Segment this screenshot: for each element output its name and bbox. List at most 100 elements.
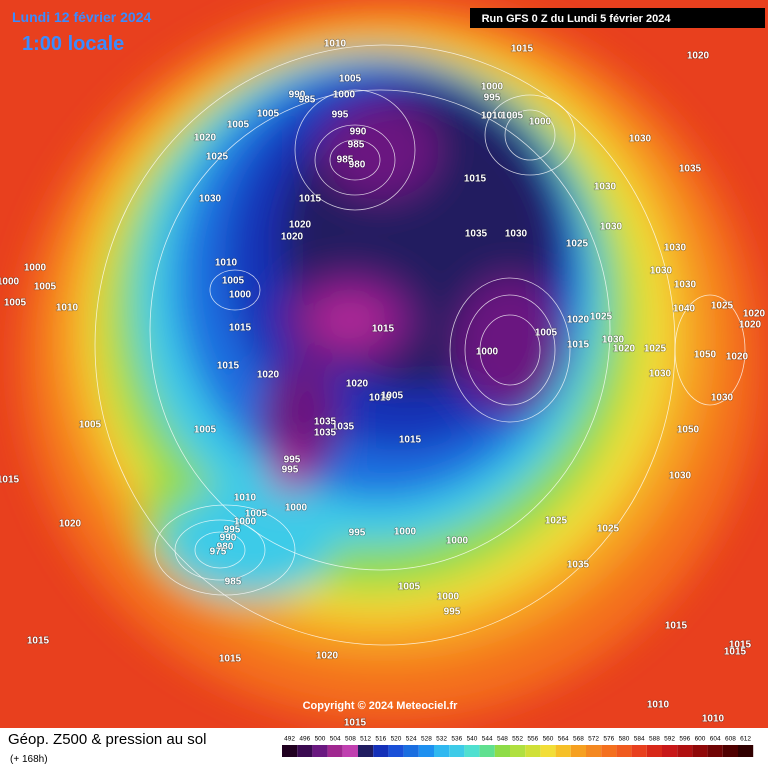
pressure-label: 1010: [481, 111, 504, 122]
scale-swatch: [282, 745, 298, 757]
pressure-label: 1025: [545, 516, 568, 527]
scale-swatch: [449, 745, 465, 757]
scale-swatch: [358, 745, 374, 757]
pressure-label: 1015: [567, 340, 590, 351]
pressure-label: 1025: [644, 344, 667, 355]
pressure-label: 1015: [217, 361, 240, 372]
scale-swatch: [373, 745, 389, 757]
scale-label: 528: [421, 736, 432, 743]
pressure-label: 995: [224, 525, 241, 536]
scale-swatch: [312, 745, 328, 757]
pressure-label: 985: [225, 577, 242, 588]
scale-swatch: [601, 745, 617, 757]
pressure-label: 1000: [437, 592, 460, 603]
pressure-label: 1050: [694, 350, 717, 361]
pressure-label: 985: [348, 140, 365, 151]
pressure-label: 1020: [743, 309, 766, 320]
scale-label: 592: [664, 736, 675, 743]
pressure-label: 1010: [56, 303, 79, 314]
pressure-label: 1005: [245, 509, 268, 520]
pressure-label: 1020: [281, 232, 304, 243]
scale-swatch: [342, 745, 358, 757]
scale-label: 524: [406, 736, 417, 743]
scale-swatch: [722, 745, 738, 757]
pressure-label: 1000: [476, 347, 499, 358]
scale-swatch: [540, 745, 556, 757]
time: 1:00 locale: [22, 33, 124, 55]
scale-swatch: [677, 745, 693, 757]
pressure-label: 1020: [316, 651, 339, 662]
scale-swatch: [586, 745, 602, 757]
pressure-label: 990: [350, 127, 367, 138]
pressure-label: 1015: [399, 435, 422, 446]
pressure-label: 995: [332, 110, 349, 121]
scale-label: 584: [634, 736, 645, 743]
pressure-label: 1035: [314, 428, 337, 439]
pressure-label: 1005: [194, 425, 217, 436]
scale-label: 556: [527, 736, 538, 743]
pressure-label: 995: [349, 528, 366, 539]
scale-swatch: [418, 745, 434, 757]
footer-title: Géop. Z500 & pression au sol: [8, 731, 206, 748]
pressure-label: 1005: [222, 276, 245, 287]
pressure-label: 995: [282, 465, 299, 476]
pressure-label: 1005: [398, 582, 421, 593]
pressure-label: 1035: [314, 417, 337, 428]
pressure-label: 1020: [59, 519, 82, 530]
scale-label: 540: [467, 736, 478, 743]
scale-swatch: [707, 745, 723, 757]
scale-swatch: [570, 745, 586, 757]
pressure-label: 1025: [590, 312, 613, 323]
pressure-label: 1025: [597, 524, 620, 535]
scale-swatch: [738, 745, 754, 757]
pressure-label: 1030: [199, 194, 222, 205]
scale-label: 548: [497, 736, 508, 743]
pressure-label: 1015: [0, 475, 20, 486]
scale-label: 596: [679, 736, 690, 743]
pressure-label: 1005: [34, 282, 57, 293]
pressure-label: 1050: [677, 425, 700, 436]
scale-label: 532: [436, 736, 447, 743]
isobars: [94, 44, 746, 646]
pressure-label: 1020: [289, 220, 312, 231]
geopotential-field: [0, 0, 768, 728]
pressure-label: 1000: [394, 527, 417, 538]
pressure-label: 1000: [229, 290, 252, 301]
pressure-label: 1030: [664, 243, 687, 254]
scale-label: 512: [360, 736, 371, 743]
pressure-label: 1010: [234, 493, 257, 504]
pressure-label: 1010: [369, 393, 392, 404]
scale-swatch: [631, 745, 647, 757]
pressure-label: 1035: [465, 229, 488, 240]
color-scale: 492 496 500 504 508 512 516 520 524 528 532 536 540 5…: [282, 736, 754, 757]
pressure-label: 995: [284, 455, 301, 466]
scale-label: 544: [482, 736, 493, 743]
scale-label: 572: [588, 736, 599, 743]
pressure-label: 1005: [257, 109, 280, 120]
scale-label: 576: [603, 736, 614, 743]
scale-label: 520: [391, 736, 402, 743]
scale-label: 600: [695, 736, 706, 743]
scale-label: 536: [451, 736, 462, 743]
scale-swatch: [403, 745, 419, 757]
scale-swatch: [510, 745, 526, 757]
pressure-label: 1015: [344, 718, 367, 729]
pressure-label: 1015: [665, 621, 688, 632]
pressure-label: 1015: [464, 174, 487, 185]
scale-swatch: [616, 745, 632, 757]
pressure-label: 1000: [333, 90, 356, 101]
pressure-label: 1020: [726, 352, 749, 363]
scale-label: 568: [573, 736, 584, 743]
pressure-label: 1015: [219, 654, 242, 665]
pressure-label: 1020: [687, 51, 710, 62]
pressure-label: 1005: [381, 391, 404, 402]
run-info: Run GFS 0 Z du Lundi 5 février 2024: [482, 13, 672, 25]
pressure-label: 1040: [673, 304, 696, 315]
pressure-label: 1005: [501, 111, 524, 122]
scale-label: 492: [284, 736, 295, 743]
scale-swatch: [555, 745, 571, 757]
pressure-label: 1010: [702, 714, 725, 725]
pressure-label: 1020: [613, 344, 636, 355]
pressure-label: 1005: [4, 298, 27, 309]
pressure-label: 1030: [650, 266, 673, 277]
